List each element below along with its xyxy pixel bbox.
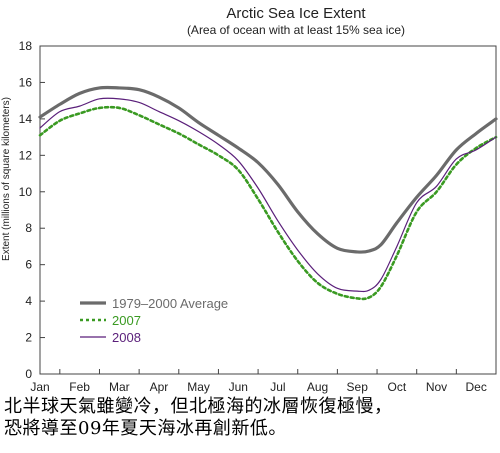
x-tick-label: Apr (150, 380, 169, 394)
y-tick-label: 16 (19, 75, 33, 89)
x-tick-label: Nov (426, 380, 447, 394)
series-line-2 (39, 97, 497, 293)
legend: 1979–2000 Average 2007 2008 (80, 296, 228, 345)
y-tick-label: 0 (25, 367, 32, 381)
sea-ice-chart: Arctic Sea Ice Extent (Area of ocean wit… (1, 5, 498, 394)
y-tick-label: 4 (25, 294, 32, 308)
y-tick-label: 2 (25, 331, 32, 345)
caption-line-2: 恐將導至09年夏天海冰再創新低。 (4, 418, 287, 439)
y-tick-label: 6 (25, 258, 32, 272)
plot-area: 0 2 4 6 8 10 12 14 16 18 Jan Feb Mar Apr May Jun Jul Aug S… (19, 39, 498, 394)
chart-title: Arctic Sea Ice Extent (226, 5, 366, 22)
x-tick-label: Jan (30, 380, 49, 394)
chart-subtitle: (Area of ocean with at least 15% sea ice… (187, 23, 405, 37)
x-tick-label: Jun (229, 380, 248, 394)
series-line-1 (38, 105, 498, 301)
x-tick-label: Aug (307, 380, 328, 394)
legend-label: 2008 (112, 330, 141, 345)
y-tick-label: 14 (19, 112, 33, 126)
x-tick-label: Oct (388, 380, 407, 394)
legend-label: 2007 (112, 313, 141, 328)
y-axis-title: Extent (millions of square kilometers) (1, 97, 12, 261)
y-tick-label: 10 (19, 185, 33, 199)
plot-frame (39, 45, 497, 375)
series-line-0 (38, 85, 498, 254)
caption: 北半球天氣雖變冷，但北極海的冰層恢復極慢， 恐將導至09年夏天海冰再創新低。 (4, 396, 498, 440)
x-tick-label: Sep (347, 380, 369, 394)
y-tick-label: 12 (19, 148, 33, 162)
y-tick-label: 18 (19, 39, 33, 53)
legend-label: 1979–2000 Average (112, 296, 228, 311)
x-tick-label: May (187, 380, 210, 394)
x-tick-label: Jul (270, 380, 285, 394)
x-tick-label: Feb (69, 380, 90, 394)
x-tick-label: Mar (109, 380, 130, 394)
y-tick-label: 8 (25, 221, 32, 235)
caption-line-1: 北半球天氣雖變冷，但北極海的冰層恢復極慢， (4, 396, 393, 417)
x-tick-label: Dec (466, 380, 487, 394)
